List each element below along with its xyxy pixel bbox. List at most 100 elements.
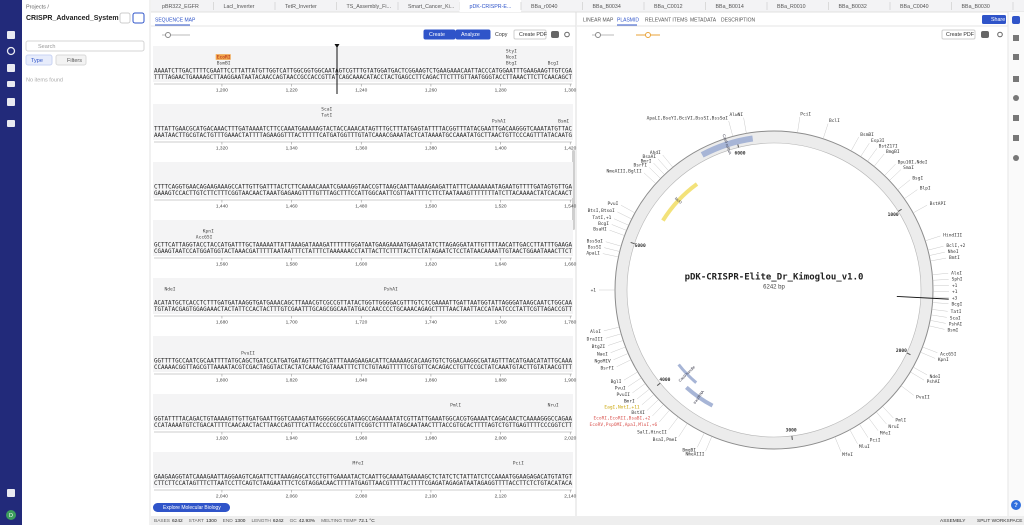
site-label[interactable]: EagI,NotI,+11 <box>604 404 640 410</box>
create-pdf-button-label[interactable]: Create PDF <box>946 32 975 38</box>
site-label[interactable]: BcgI <box>951 301 962 307</box>
site-label[interactable]: BsrFI <box>600 366 614 372</box>
search-input[interactable] <box>25 40 145 52</box>
site-label[interactable]: BsrFI <box>633 163 647 169</box>
add-button[interactable] <box>132 12 145 24</box>
nav-icon[interactable] <box>7 120 15 127</box>
feature-arc[interactable] <box>700 135 754 158</box>
site-label[interactable]: BsmI <box>947 328 958 334</box>
site-label[interactable]: Bpu10I,NdeI <box>898 159 928 165</box>
tab-label[interactable]: BBa_C0012 <box>654 4 683 10</box>
enzyme-label[interactable]: PshAI <box>492 119 506 125</box>
enzyme-label[interactable]: BtgI <box>506 61 517 67</box>
site-label[interactable]: NheI <box>948 249 959 255</box>
tool-icon[interactable] <box>1013 135 1019 141</box>
pane-tab[interactable]: METADATA <box>690 17 717 23</box>
tool-icon[interactable] <box>1013 35 1019 41</box>
site-label[interactable]: NmeAIII <box>685 451 704 457</box>
site-label[interactable]: BstZ17I <box>879 143 898 149</box>
status-action[interactable]: SPLIT WORKSPACE <box>977 518 1022 524</box>
nav-icon[interactable] <box>7 81 15 87</box>
enzyme-label[interactable]: TatI <box>321 113 332 119</box>
site-label[interactable]: BmgBI <box>682 447 696 453</box>
enzyme-label[interactable]: Acc65I <box>196 235 213 241</box>
site-label[interactable]: NruI <box>888 424 899 430</box>
filters-button[interactable] <box>55 54 87 66</box>
site-label[interactable]: TatI <box>951 309 962 315</box>
type-button-label[interactable]: Type <box>31 58 43 64</box>
site-label[interactable]: MluI <box>859 444 870 450</box>
site-label[interactable]: BssSαI <box>587 238 604 244</box>
share-button[interactable] <box>982 15 1006 24</box>
search-icon[interactable] <box>997 31 1003 38</box>
enzyme-label[interactable]: EcoRI <box>217 55 231 61</box>
site-label[interactable]: PciI <box>800 111 811 117</box>
nav-icon[interactable] <box>6 46 16 56</box>
tab-label[interactable]: BBa_B0034 <box>593 4 621 10</box>
create-pdf-button-label[interactable]: Create PDF <box>519 32 548 38</box>
site-label[interactable]: BmrI <box>624 398 635 404</box>
site-label[interactable]: PmlI <box>895 418 906 424</box>
tab-label[interactable]: BBa_B0030 <box>962 4 990 10</box>
site-label[interactable]: ApaLI,BseYI,BciVI,BssSI,BssSαI <box>647 116 729 122</box>
site-label[interactable]: BsaAI <box>643 154 657 160</box>
filters-button-label[interactable]: Filters <box>67 58 82 64</box>
create-button-label[interactable]: Create <box>429 32 445 38</box>
site-label[interactable]: EcoRV,PspOMI,ApaI,MluI,+6 <box>589 422 657 428</box>
site-label[interactable]: PvuI <box>615 386 626 392</box>
site-label[interactable]: +1 <box>952 283 958 289</box>
help-label[interactable]: ? <box>1014 503 1018 509</box>
site-label[interactable]: PciI <box>870 438 881 444</box>
site-label[interactable]: NdeI <box>930 374 941 380</box>
site-label[interactable]: MfeI <box>842 452 853 458</box>
rotate-thumb[interactable] <box>645 32 651 38</box>
zoom-thumb[interactable] <box>595 32 601 38</box>
collapse-button[interactable] <box>119 12 131 24</box>
nav-icon[interactable] <box>7 98 15 106</box>
site-label[interactable]: Esp3I <box>871 138 885 144</box>
feature-arc[interactable] <box>685 385 714 408</box>
site-label[interactable]: BcgI <box>598 221 609 227</box>
site-label[interactable]: BsmBI <box>860 132 874 138</box>
pane-tab-active[interactable]: PLASMID <box>617 17 639 23</box>
site-label[interactable]: +3 <box>952 295 958 301</box>
site-label[interactable]: BmtI <box>949 255 960 261</box>
nav-icon[interactable] <box>7 31 15 39</box>
pane-tab[interactable]: SEQUENCE MAP <box>155 17 196 23</box>
tab-label[interactable]: TS_Assembly_Fi... <box>347 4 391 10</box>
site-label[interactable]: +1 <box>591 288 597 294</box>
enzyme-label[interactable]: ScaI <box>321 107 332 113</box>
enzyme-label[interactable]: PmlI <box>450 403 461 409</box>
pane-tab[interactable]: LINEAR MAP <box>583 17 614 23</box>
avatar[interactable] <box>6 510 16 520</box>
tool-icon[interactable] <box>1013 115 1019 121</box>
site-label[interactable]: BstXI <box>631 410 645 416</box>
explore-button-label[interactable]: Explore Molecular Biology <box>163 505 221 511</box>
enzyme-label[interactable]: NdeI <box>164 287 175 293</box>
enzyme-label[interactable]: KpnI <box>203 229 214 235</box>
site-label[interactable]: PshAI <box>927 379 941 385</box>
site-label[interactable]: KpnI <box>938 357 949 363</box>
tool-icon[interactable] <box>1013 95 1019 101</box>
settings-icon[interactable] <box>981 31 989 38</box>
analyze-button-label[interactable]: Analyze <box>461 32 480 38</box>
create-pdf-button[interactable] <box>513 29 547 40</box>
site-label[interactable]: HindIII <box>943 232 962 238</box>
site-label[interactable]: AleI <box>951 270 962 276</box>
site-label[interactable]: TatI,+1 <box>592 215 611 221</box>
site-label[interactable]: PshAI <box>949 321 963 327</box>
site-label[interactable]: BclI,+2 <box>946 243 965 249</box>
site-label[interactable]: NaeI <box>597 351 608 357</box>
help-button[interactable] <box>1011 500 1021 510</box>
tab-label[interactable]: BBa_B0014 <box>716 4 744 10</box>
site-label[interactable]: EcoRI,EcoRII,BsaBI,+2 <box>593 416 650 422</box>
site-label[interactable]: +1 <box>952 289 958 295</box>
enzyme-label[interactable]: StyI <box>506 49 517 55</box>
enzyme-label[interactable]: PvuII <box>241 351 255 357</box>
pane-tab[interactable]: DESCRIPTION <box>721 17 756 23</box>
site-label[interactable]: NmeAIII,BglII <box>606 168 642 174</box>
tab-label[interactable]: Smart_Cancer_Ki... <box>408 4 454 10</box>
site-label[interactable]: BglI <box>611 379 622 385</box>
tab-label[interactable]: BBa_B0032 <box>839 4 867 10</box>
site-label[interactable]: BmrI <box>641 158 652 164</box>
